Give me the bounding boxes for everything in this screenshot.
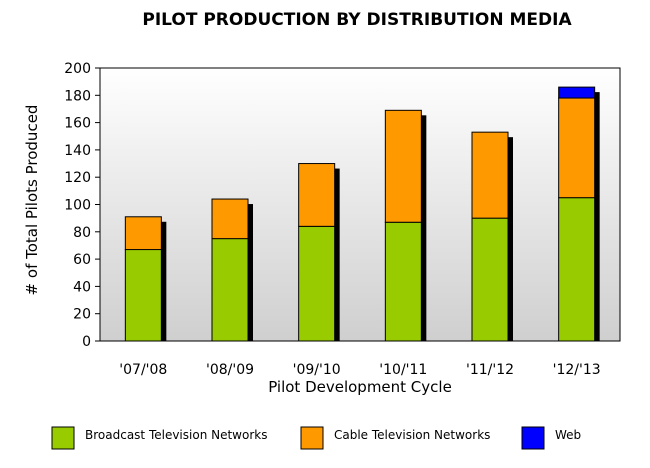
bar-segment [558, 97, 596, 199]
y-tick-label: 140 [64, 143, 91, 159]
legend-swatch [521, 426, 545, 450]
y-tick-label: 20 [73, 307, 91, 323]
x-axis-label: Pilot Development Cycle [268, 378, 452, 396]
x-tick-label: '09/'10 [293, 362, 341, 378]
y-tick-label: 180 [64, 88, 91, 104]
y-tick-label: 120 [64, 170, 91, 186]
y-tick-label: 40 [73, 279, 91, 295]
legend-label: Web [555, 428, 581, 442]
bar-segment [384, 109, 422, 223]
x-tick-label: '07/'08 [119, 362, 167, 378]
bar-segment [298, 163, 336, 227]
bar-segment [471, 217, 509, 342]
plot-area: 0 20 40 60 80 100 120 140 160 180 200 '07/'08 '08/'0… [64, 61, 621, 378]
bar-segment [558, 86, 596, 99]
bar-segment [211, 238, 249, 342]
y-tick-label: 200 [64, 61, 91, 77]
x-tick-label: '10/'11 [379, 362, 427, 378]
y-axis-label: # of Total Pilots Produced [23, 105, 41, 296]
chart-title: PILOT PRODUCTION BY DISTRIBUTION MEDIA [142, 10, 572, 30]
x-tick-label: '11/'12 [466, 362, 514, 378]
legend-label: Broadcast Television Networks [85, 428, 267, 442]
bar-segment [558, 197, 596, 342]
y-tick-label: 100 [64, 198, 91, 214]
y-tick-label: 60 [73, 252, 91, 268]
bar-segment [384, 221, 422, 342]
x-tick-label: '08/'09 [206, 362, 254, 378]
bar-segment [471, 131, 509, 219]
bar-segment [124, 216, 162, 251]
x-tick-label: '12/'13 [553, 362, 601, 378]
plot-background [99, 67, 621, 342]
legend: Broadcast Television Networks Cable Telev… [51, 426, 581, 450]
y-tick-label: 0 [82, 334, 91, 350]
y-tick-label: 80 [73, 225, 91, 241]
y-tick-label: 160 [64, 116, 91, 132]
legend-label: Cable Television Networks [334, 428, 490, 442]
legend-swatch [300, 426, 324, 450]
bar-segment [298, 225, 336, 342]
legend-swatch [51, 426, 75, 450]
bar-segment [211, 198, 249, 240]
bar-segment [124, 249, 162, 342]
